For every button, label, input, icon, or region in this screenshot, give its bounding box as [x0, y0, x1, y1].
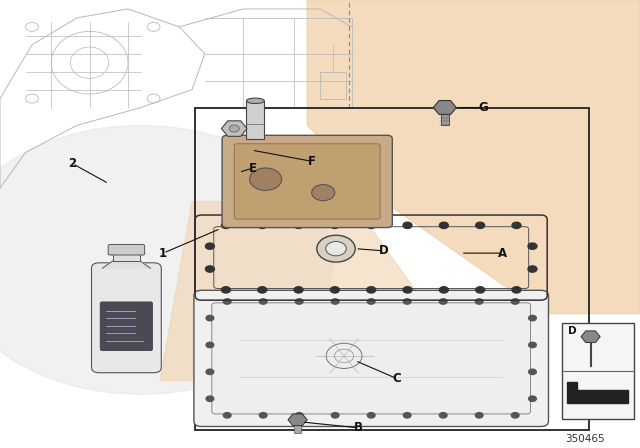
- Polygon shape: [102, 261, 150, 268]
- Polygon shape: [160, 202, 416, 381]
- Circle shape: [511, 299, 519, 304]
- Bar: [294, 421, 301, 433]
- Circle shape: [296, 299, 303, 304]
- Circle shape: [367, 222, 376, 228]
- Polygon shape: [567, 382, 628, 403]
- Circle shape: [223, 413, 231, 418]
- Circle shape: [332, 299, 339, 304]
- Circle shape: [206, 369, 214, 375]
- Circle shape: [259, 299, 267, 304]
- Circle shape: [511, 413, 519, 418]
- Text: D: D: [379, 244, 389, 258]
- Circle shape: [330, 287, 339, 293]
- Circle shape: [529, 342, 536, 348]
- Circle shape: [403, 299, 411, 304]
- Circle shape: [258, 222, 267, 228]
- Circle shape: [326, 241, 346, 256]
- Circle shape: [312, 185, 335, 201]
- Circle shape: [512, 287, 521, 293]
- Circle shape: [403, 287, 412, 293]
- Text: B: B: [354, 421, 363, 435]
- Text: 350465: 350465: [565, 434, 605, 444]
- FancyBboxPatch shape: [100, 302, 153, 351]
- Circle shape: [221, 222, 230, 228]
- FancyBboxPatch shape: [222, 135, 392, 228]
- Circle shape: [206, 396, 214, 401]
- Circle shape: [250, 168, 282, 190]
- Circle shape: [476, 299, 483, 304]
- Circle shape: [440, 222, 449, 228]
- Text: 1: 1: [159, 246, 167, 260]
- Circle shape: [0, 125, 333, 394]
- Circle shape: [205, 243, 214, 249]
- Circle shape: [205, 266, 214, 272]
- Circle shape: [330, 222, 339, 228]
- Circle shape: [221, 287, 230, 293]
- Bar: [246, 101, 264, 139]
- Bar: [441, 111, 449, 125]
- Circle shape: [294, 222, 303, 228]
- Bar: [562, 323, 634, 419]
- Circle shape: [296, 413, 303, 418]
- Circle shape: [476, 413, 483, 418]
- Text: C: C: [392, 372, 401, 385]
- Circle shape: [440, 287, 449, 293]
- Polygon shape: [307, 0, 640, 314]
- Circle shape: [476, 287, 484, 293]
- Circle shape: [367, 299, 375, 304]
- FancyBboxPatch shape: [234, 144, 380, 219]
- FancyBboxPatch shape: [108, 245, 145, 255]
- Text: 2: 2: [68, 157, 76, 170]
- FancyBboxPatch shape: [92, 263, 161, 373]
- Text: A: A: [498, 246, 507, 260]
- Circle shape: [529, 396, 536, 401]
- Circle shape: [367, 413, 375, 418]
- Circle shape: [332, 413, 339, 418]
- Circle shape: [529, 369, 536, 375]
- Ellipse shape: [246, 98, 264, 103]
- Circle shape: [439, 299, 447, 304]
- Text: D: D: [568, 326, 577, 336]
- Text: F: F: [308, 155, 316, 168]
- Circle shape: [294, 287, 303, 293]
- Circle shape: [259, 413, 267, 418]
- Circle shape: [206, 315, 214, 321]
- Circle shape: [317, 235, 355, 262]
- Text: E: E: [249, 161, 257, 175]
- Circle shape: [258, 287, 267, 293]
- FancyBboxPatch shape: [194, 290, 548, 426]
- Circle shape: [403, 222, 412, 228]
- Circle shape: [439, 413, 447, 418]
- Bar: [320, 72, 346, 99]
- FancyBboxPatch shape: [212, 303, 531, 414]
- Circle shape: [476, 222, 484, 228]
- Bar: [195, 108, 589, 430]
- Circle shape: [528, 243, 537, 249]
- Circle shape: [367, 287, 376, 293]
- Bar: [113, 253, 140, 261]
- Circle shape: [529, 315, 536, 321]
- Circle shape: [528, 266, 537, 272]
- Circle shape: [223, 299, 231, 304]
- Circle shape: [403, 413, 411, 418]
- Text: G: G: [478, 101, 488, 114]
- Circle shape: [512, 222, 521, 228]
- Circle shape: [229, 125, 239, 132]
- Circle shape: [206, 342, 214, 348]
